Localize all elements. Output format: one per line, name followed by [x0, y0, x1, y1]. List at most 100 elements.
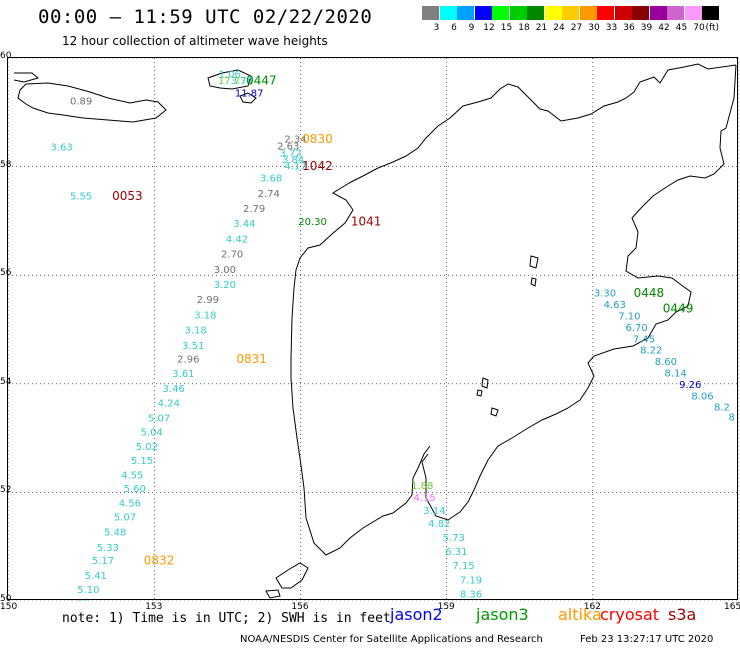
wave-height-label: 6.70 [626, 323, 648, 334]
color-scale-label: 39 [640, 23, 653, 33]
longitude-tick-label: 162 [583, 602, 601, 612]
pass-time-label: 0447 [246, 73, 277, 87]
wave-height-label: 4.17 [284, 162, 306, 173]
pass-time-label: 0449 [663, 301, 694, 315]
color-swatch [457, 6, 474, 20]
wave-height-label: 2.79 [243, 204, 265, 215]
color-scale-label: 9 [468, 23, 475, 33]
satellite-legend-item: jason3 [476, 605, 529, 624]
pass-time-label: 0830 [302, 132, 333, 146]
wave-height-label: 3.68 [260, 174, 282, 185]
wave-height-label: 5.33 [97, 543, 119, 554]
wave-height-label: 17.77 [218, 76, 247, 87]
wave-height-label: 2.63 [277, 142, 299, 153]
wave-height-label: 20.30 [298, 217, 327, 228]
color-swatch [684, 6, 702, 20]
wave-height-label: 5.17 [92, 556, 114, 567]
wave-height-label: 1.06 [219, 69, 241, 80]
pass-time-label: 0053 [112, 189, 143, 203]
color-swatch [579, 6, 597, 20]
wave-height-label: 7.45 [633, 334, 655, 345]
wave-height-label: 3.18 [184, 326, 206, 337]
wave-height-label: 4.71 [68, 599, 90, 601]
latitude-tick-label: 60 [0, 51, 12, 61]
wave-height-label: 3.51 [182, 341, 204, 352]
wave-height-label: 7.15 [453, 561, 475, 572]
wave-height-label: 5.55 [70, 191, 92, 202]
pass-time-label: 0832 [144, 553, 175, 567]
wave-height-label: 6.31 [445, 547, 467, 558]
color-scale-label: 24 [553, 23, 565, 33]
color-scale-label: 30 [588, 23, 600, 33]
wave-height-label: 3.20 [214, 280, 236, 291]
satellite-legend-item: cryosat [600, 605, 660, 624]
wave-height-label: 8.36 [460, 589, 482, 600]
wave-height-label: 2.96 [177, 354, 199, 365]
wave-height-label: 3.30 [594, 289, 616, 300]
color-scale-label: 6 [451, 23, 457, 33]
color-scale-label: 12 [483, 23, 495, 33]
color-swatch [492, 6, 509, 20]
color-swatch [527, 6, 544, 20]
pass-time-label: 1041 [351, 214, 382, 228]
wave-height-label: 2.74 [258, 189, 280, 200]
footer-credit: NOAA/NESDIS Center for Satellite Applica… [240, 634, 543, 645]
footer-note: note: 1) Time is in UTC; 2) SWH is in fe… [62, 611, 391, 626]
longitude-tick-label: 165 [724, 602, 740, 612]
wave-height-label: 5.02 [136, 442, 158, 453]
color-swatch [632, 6, 649, 20]
wave-height-label: 0.89 [70, 96, 92, 107]
pass-time-label: 0831 [236, 352, 267, 366]
color-swatch [544, 6, 562, 20]
wave-height-labels: 5.553.630.891.0617.773.7411.872.342.633.… [50, 69, 735, 650]
wave-height-label: 1.88 [411, 481, 433, 492]
wave-height-label: 3.61 [172, 369, 194, 380]
longitude-tick-label: 159 [437, 602, 455, 612]
color-scale-label: 15 [500, 23, 513, 33]
wave-height-label: 3.14 [423, 506, 445, 517]
longitude-tick-label: 150 [0, 602, 18, 612]
wave-height-label: 7.19 [460, 575, 482, 586]
color-swatch [649, 6, 667, 20]
map-frame: 5.55 3.63 0.89 1.06 17.77 3.74 11.87 2.34 2.63 3.… [7, 57, 740, 650]
wave-height-label: 5.15 [131, 456, 153, 467]
wave-height-label: 8.06 [691, 391, 713, 402]
wave-height-label: 4.15 [414, 493, 436, 504]
color-scale-label: 45 [675, 23, 688, 33]
wave-height-label: 8.60 [655, 357, 677, 368]
wave-height-label: 4.56 [119, 498, 141, 509]
color-scale-label: 27 [570, 23, 583, 33]
wave-height-label: 2.34 [284, 134, 306, 145]
wave-height-label: 5.04 [141, 428, 163, 439]
wave-height-label: 7.10 [618, 311, 640, 322]
color-scale-label: 3 [433, 23, 440, 33]
wave-height-label: 5.48 [104, 528, 126, 539]
wave-height-label: 3.63 [50, 143, 72, 154]
color-swatch [422, 6, 439, 20]
map-title: 00:00 – 11:59 UTC 02/22/2020 [38, 6, 373, 28]
color-swatch [474, 6, 492, 20]
latitude-tick-label: 58 [0, 159, 12, 170]
color-swatch [702, 6, 719, 20]
wave-height-label: 4.55 [121, 471, 143, 482]
pass-time-label: 1042 [302, 159, 333, 173]
map-subtitle: 12 hour collection of altimeter wave hei… [62, 34, 328, 48]
latitude-tick-label: 50 [0, 594, 12, 604]
color-swatch [562, 6, 579, 20]
wave-height-label: 8 [729, 412, 735, 423]
wave-height-label: 8.2 [714, 403, 730, 414]
wave-height-label: 5.73 [443, 533, 465, 544]
satellite-legend-item: s3a [668, 605, 697, 624]
latitude-tick-label: 56 [0, 268, 12, 279]
wave-height-label: 3.74 [231, 76, 253, 87]
wave-height-label: 3.44 [233, 219, 255, 230]
wave-height-label: 5.07 [114, 512, 136, 523]
wave-height-label: 4.63 [604, 300, 626, 311]
map-canvas: 5.553.630.891.0617.773.7411.872.342.633.… [7, 57, 740, 650]
longitude-tick-label: 153 [145, 602, 163, 612]
color-swatch [439, 6, 457, 20]
wave-height-label: 8.22 [640, 346, 662, 357]
wave-height-label: 3.72 [280, 149, 302, 160]
color-scale-label: 36 [623, 23, 635, 33]
color-swatch [667, 6, 684, 20]
